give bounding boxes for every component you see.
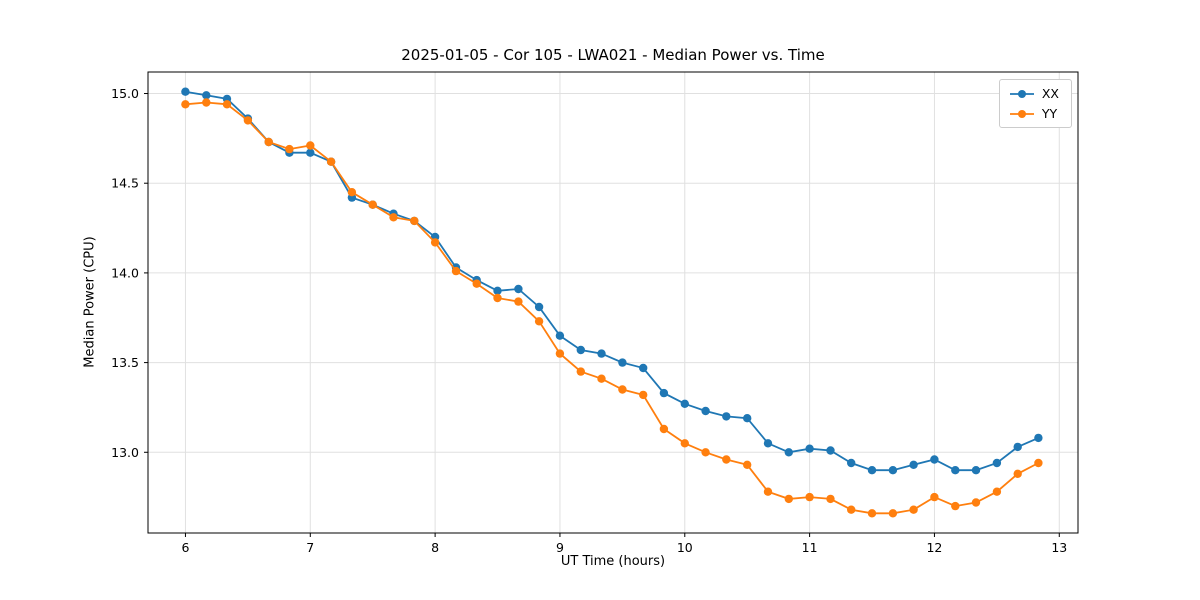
svg-text:13: 13 (1051, 540, 1067, 555)
y-axis-label: Median Power (CPU) (82, 236, 98, 368)
legend-label-xx: XX (1041, 86, 1059, 101)
svg-text:8: 8 (431, 540, 439, 555)
svg-text:6: 6 (181, 540, 189, 555)
svg-text:11: 11 (802, 540, 818, 555)
legend-marker-xx-icon (1009, 89, 1034, 98)
legend-marker-yy-icon (1009, 109, 1034, 118)
svg-text:12: 12 (926, 540, 942, 555)
svg-text:15.0: 15.0 (111, 86, 139, 101)
svg-text:13.5: 13.5 (111, 355, 139, 370)
x-axis-label: UT Time (hours) (560, 554, 666, 569)
chart-title: 2025-01-05 - Cor 105 - LWA021 - Median P… (401, 46, 825, 64)
legend-label-yy: YY (1041, 106, 1058, 121)
svg-text:7: 7 (306, 540, 314, 555)
svg-text:14.0: 14.0 (111, 265, 139, 280)
svg-text:10: 10 (677, 540, 693, 555)
legend-item-yy: YY (1009, 106, 1059, 121)
svg-text:13.0: 13.0 (111, 445, 139, 460)
svg-text:14.5: 14.5 (111, 176, 139, 191)
legend-item-xx: XX (1009, 86, 1059, 101)
svg-text:9: 9 (556, 540, 564, 555)
legend: XX YY (998, 79, 1072, 128)
